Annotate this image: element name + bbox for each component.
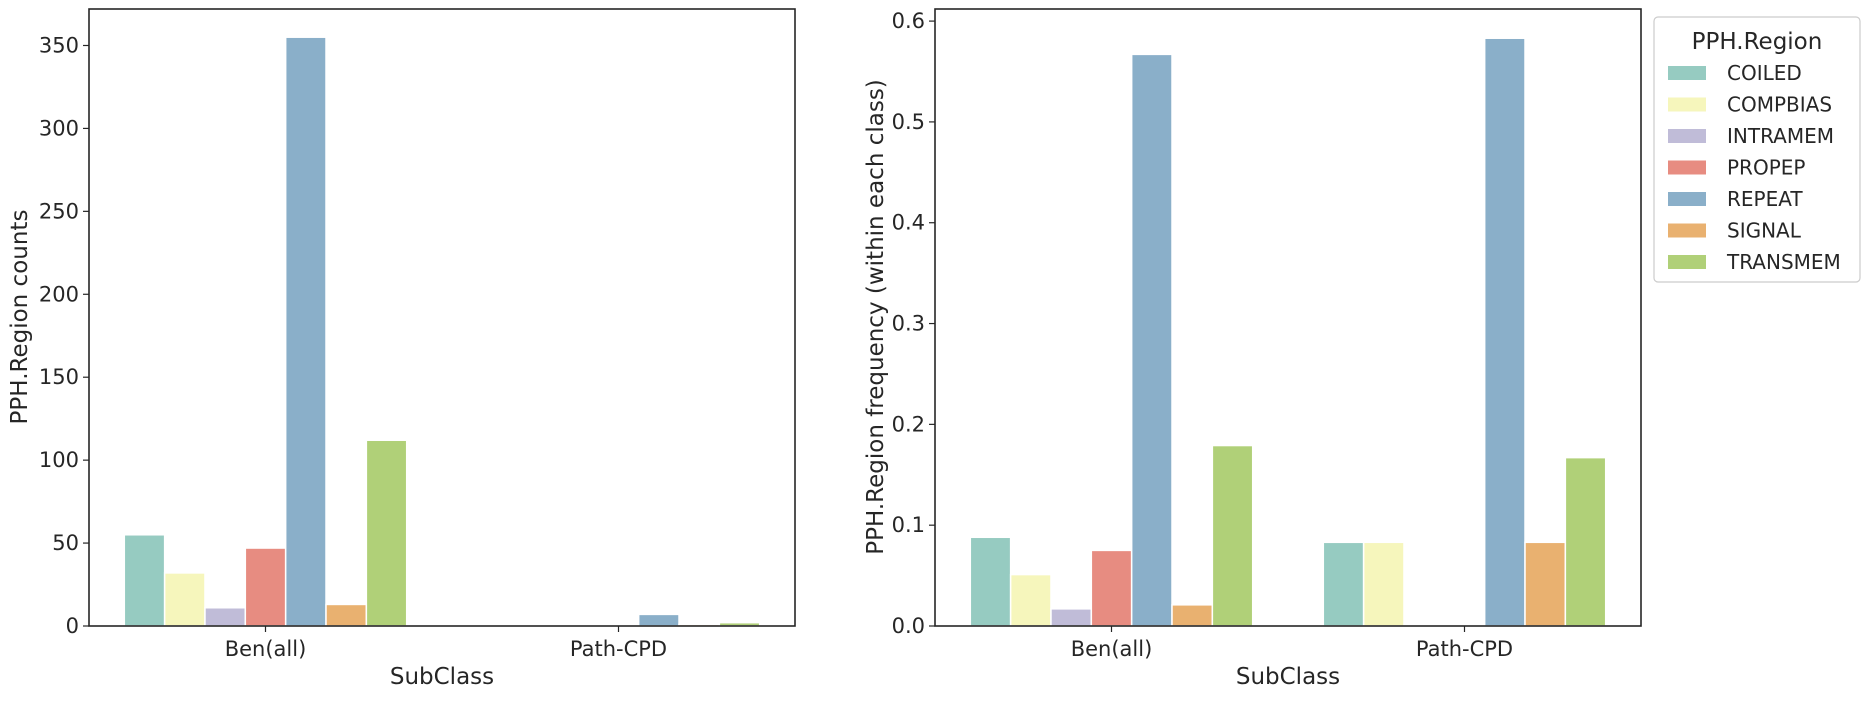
counts-chart: 0 50 100 150 200 250 300 350 Ben(all) Path-CPD S… xyxy=(7,8,796,690)
bar-compbias-ben-all xyxy=(163,572,206,627)
legend-swatch-compbias xyxy=(1668,97,1706,112)
legend-swatch-repeat xyxy=(1668,192,1706,206)
bar-coiled-ben-all xyxy=(123,534,166,627)
y-tick-label: 0.3 xyxy=(892,312,925,336)
legend-label-intramem: INTRAMEM xyxy=(1727,124,1834,148)
bar-coiled-path-cpd xyxy=(1322,541,1365,627)
bar-repeat-ben-all xyxy=(1130,53,1173,627)
y-tick-label: 100 xyxy=(39,448,79,472)
legend-label-transmem: TRANSMEM xyxy=(1726,250,1841,274)
legend-swatch-signal xyxy=(1668,223,1706,238)
bar-transmem-path-cpd xyxy=(1564,456,1607,627)
counts-x-axis-label: SubClass xyxy=(390,664,494,690)
bar-signal-ben-all xyxy=(1171,604,1214,627)
counts-y-axis-label: PPH.Region counts xyxy=(7,210,33,425)
bar-compbias-ben-all xyxy=(1009,573,1052,627)
y-tick-label: 0.5 xyxy=(892,110,925,134)
y-tick-label: 0.2 xyxy=(892,412,925,436)
y-tick-label: 150 xyxy=(39,365,79,389)
y-tick-label: 0 xyxy=(66,614,79,638)
y-tick-label: 0.0 xyxy=(892,614,925,638)
y-tick-label: 0.1 xyxy=(892,513,925,537)
counts-y-ticks: 0 50 100 150 200 250 300 350 xyxy=(39,33,89,638)
x-tick-label: Ben(all) xyxy=(1071,637,1153,661)
legend: PPH.Region COILED COMPBIAS INTRAMEM PROPEP R… xyxy=(1653,16,1861,283)
bar-signal-path-cpd xyxy=(1524,541,1567,627)
x-tick-label: Path-CPD xyxy=(570,637,667,661)
bar-propep-ben-all xyxy=(244,547,287,627)
bar-propep-ben-all xyxy=(1090,549,1133,627)
bar-transmem-ben-all xyxy=(1211,444,1254,627)
y-tick-label: 0.6 xyxy=(892,9,925,33)
frequency-x-axis-label: SubClass xyxy=(1236,664,1340,690)
x-tick-label: Path-CPD xyxy=(1416,637,1513,661)
frequency-y-ticks: 0.0 0.1 0.2 0.3 0.4 0.5 0.6 xyxy=(892,9,935,638)
counts-plot-frame xyxy=(88,8,796,627)
frequency-x-ticks: Ben(all) Path-CPD xyxy=(1071,626,1513,661)
bar-compbias-path-cpd xyxy=(1362,541,1405,627)
y-tick-label: 300 xyxy=(39,116,79,140)
legend-label-coiled: COILED xyxy=(1727,61,1802,85)
counts-x-ticks: Ben(all) Path-CPD xyxy=(225,626,667,661)
legend-label-repeat: REPEAT xyxy=(1727,187,1803,211)
y-tick-label: 0.4 xyxy=(892,211,925,235)
y-tick-label: 250 xyxy=(39,199,79,223)
frequency-y-axis-label: PPH.Region frequency (within each class) xyxy=(863,79,889,555)
legend-swatch-propep xyxy=(1668,160,1706,175)
legend-swatch-coiled xyxy=(1668,66,1706,80)
frequency-plot-frame xyxy=(934,8,1642,627)
frequency-bars xyxy=(969,37,1607,627)
legend-items: COILED COMPBIAS INTRAMEM PROPEP REPEAT SIGNAL… xyxy=(1668,61,1841,274)
counts-bars xyxy=(123,36,761,627)
bar-transmem-ben-all xyxy=(365,439,408,627)
frequency-chart: 0.0 0.1 0.2 0.3 0.4 0.5 0.6 Ben(all) Path-CPD S… xyxy=(863,8,1642,690)
x-tick-label: Ben(all) xyxy=(225,637,307,661)
bar-intramem-ben-all xyxy=(1050,608,1093,627)
legend-title: PPH.Region xyxy=(1692,29,1823,55)
legend-label-propep: PROPEP xyxy=(1727,156,1805,180)
y-tick-label: 200 xyxy=(39,282,79,306)
bar-repeat-path-cpd xyxy=(1483,37,1526,627)
bar-repeat-ben-all xyxy=(284,36,327,627)
legend-label-compbias: COMPBIAS xyxy=(1727,93,1832,117)
bar-repeat-path-cpd xyxy=(637,613,680,627)
bar-coiled-ben-all xyxy=(969,536,1012,627)
legend-label-signal: SIGNAL xyxy=(1727,219,1802,243)
y-tick-label: 350 xyxy=(39,33,79,57)
legend-frame xyxy=(1653,16,1861,283)
bar-intramem-ben-all xyxy=(204,607,247,627)
legend-swatch-transmem xyxy=(1668,255,1706,269)
bar-signal-ben-all xyxy=(325,603,368,627)
y-tick-label: 50 xyxy=(52,531,79,555)
legend-swatch-intramem xyxy=(1668,129,1706,143)
